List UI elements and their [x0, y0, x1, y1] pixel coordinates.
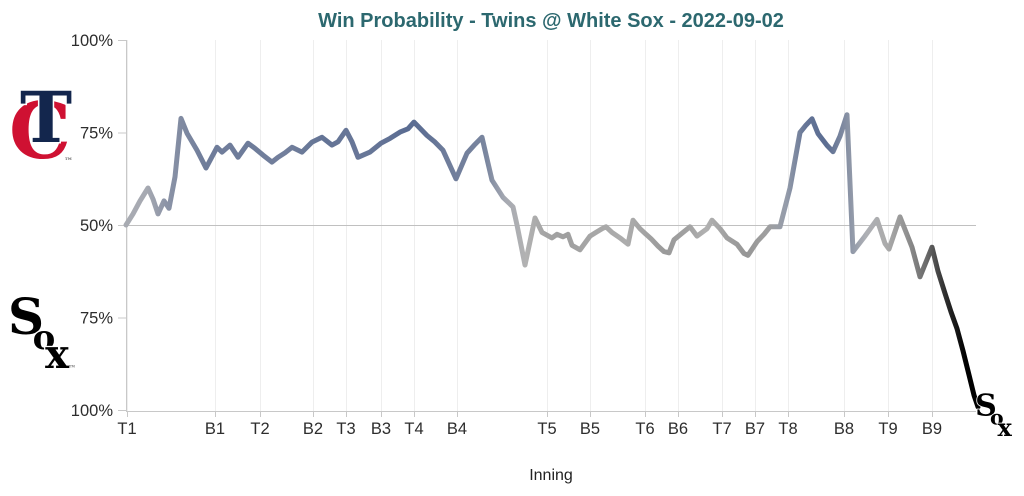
x-tick-label: T1	[117, 420, 136, 438]
x-tick-label: T8	[778, 420, 797, 438]
sox-logo-letter-x: x	[45, 331, 70, 373]
x-tick-label: T4	[404, 420, 423, 438]
y-tick-label: 100%	[71, 32, 114, 50]
x-tick-label: T3	[336, 420, 355, 438]
x-tick-label: B2	[303, 420, 323, 438]
y-tick-label: 100%	[71, 402, 114, 420]
white-sox-logo: S o x ™	[6, 293, 76, 373]
y-tick-label: 75%	[80, 310, 113, 328]
y-tick-label: 50%	[80, 217, 113, 235]
x-axis-title: Inning	[529, 467, 573, 484]
x-tick-label: B4	[447, 420, 467, 438]
x-tick-label: B9	[922, 420, 942, 438]
sox-logo-letter-s: S	[8, 293, 44, 346]
twins-logo: C T ™	[4, 82, 84, 166]
twins-logo-letter-t: T	[20, 82, 72, 159]
x-tick-label: T5	[537, 420, 556, 438]
sox-logo-letter-o: o	[33, 318, 56, 358]
x-tick-label: B7	[745, 420, 765, 438]
y-tick-label: 75%	[80, 125, 113, 143]
sox-logo-letter-o: o	[990, 406, 1004, 430]
x-tick-label: T9	[878, 420, 897, 438]
sox-logo-letter-x: x	[997, 413, 1012, 439]
sox-logo-letter-s: S	[975, 391, 997, 424]
twins-logo-letter-c: C	[9, 86, 71, 166]
x-tick-label: B8	[834, 420, 854, 438]
x-tick-label: B6	[668, 420, 688, 438]
x-tick-label: B1	[205, 420, 225, 438]
x-tick-label: T2	[250, 420, 269, 438]
x-tick-label: B5	[580, 420, 600, 438]
trademark-symbol: ™	[68, 363, 76, 373]
x-tick-label: B3	[371, 420, 391, 438]
axes: 100%75%50%75%100%T1 B1 T2 B2 T3 B3 T4 B4 T5 B5 T6 B…	[71, 32, 976, 438]
trademark-symbol: ™	[64, 157, 73, 166]
chart-title: Win Probability - Twins @ White Sox - 20…	[318, 10, 784, 32]
x-tick-label: T7	[712, 420, 731, 438]
white-sox-logo-endpoint: S o x	[974, 391, 1016, 439]
x-tick-label: T6	[635, 420, 654, 438]
win-probability-line	[123, 112, 981, 410]
